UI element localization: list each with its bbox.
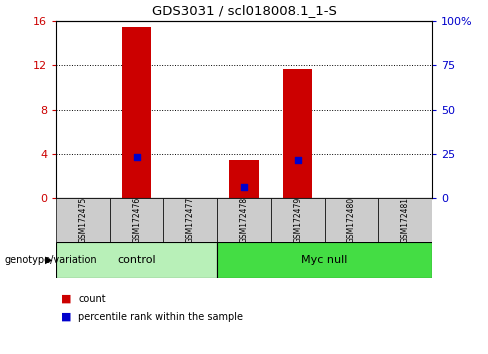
Text: Myc null: Myc null bbox=[301, 255, 348, 265]
Bar bbox=[283, 69, 312, 198]
Bar bbox=[217, 242, 432, 278]
Bar bbox=[378, 198, 432, 242]
Text: ■: ■ bbox=[61, 312, 72, 322]
Point bbox=[294, 157, 302, 162]
Text: ■: ■ bbox=[61, 294, 72, 304]
Text: genotype/variation: genotype/variation bbox=[5, 255, 98, 265]
Bar bbox=[56, 242, 217, 278]
Text: percentile rank within the sample: percentile rank within the sample bbox=[78, 312, 243, 322]
Text: GSM172480: GSM172480 bbox=[347, 197, 356, 244]
Bar bbox=[122, 27, 151, 198]
Text: GSM172479: GSM172479 bbox=[293, 197, 302, 244]
Text: GSM172478: GSM172478 bbox=[240, 197, 248, 244]
Text: control: control bbox=[117, 255, 156, 265]
Bar bbox=[163, 198, 217, 242]
Bar bbox=[271, 198, 325, 242]
Text: GSM172475: GSM172475 bbox=[79, 197, 87, 244]
Title: GDS3031 / scl018008.1_1-S: GDS3031 / scl018008.1_1-S bbox=[152, 4, 336, 17]
Text: GSM172481: GSM172481 bbox=[401, 198, 409, 243]
Text: GSM172477: GSM172477 bbox=[186, 197, 195, 244]
Point bbox=[133, 154, 141, 160]
Point bbox=[240, 184, 248, 190]
Bar bbox=[110, 198, 163, 242]
Bar bbox=[229, 160, 259, 198]
Bar bbox=[217, 198, 271, 242]
Bar bbox=[56, 198, 110, 242]
Bar bbox=[325, 198, 378, 242]
Text: ▶: ▶ bbox=[45, 255, 53, 265]
Text: count: count bbox=[78, 294, 106, 304]
Text: GSM172476: GSM172476 bbox=[132, 197, 141, 244]
